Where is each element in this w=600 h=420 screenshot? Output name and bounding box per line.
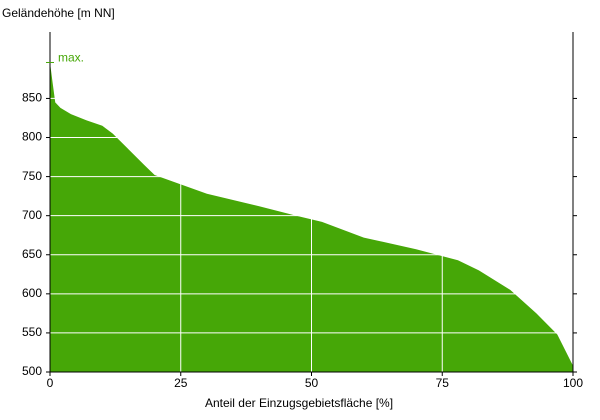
y-tick-label: 550 [22, 325, 42, 339]
x-axis-label: Anteil der Einzugsgebietsfläche [%] [205, 396, 393, 410]
x-tick-label: 0 [47, 376, 54, 390]
y-tick-label: 750 [22, 169, 42, 183]
y-tick-label: 650 [22, 247, 42, 261]
x-tick-label: 75 [436, 376, 450, 390]
x-tick-label: 25 [174, 376, 188, 390]
x-tick-label: 100 [563, 376, 583, 390]
max-label: max. [58, 51, 84, 65]
y-tick-label: 500 [22, 364, 42, 378]
y-tick-label: 700 [22, 208, 42, 222]
y-tick-label: 850 [22, 91, 42, 105]
x-tick-label: 50 [305, 376, 319, 390]
y-axis-label: Geländehöhe [m NN] [2, 6, 115, 20]
y-tick-label: 600 [22, 286, 42, 300]
y-tick-label: 800 [22, 130, 42, 144]
